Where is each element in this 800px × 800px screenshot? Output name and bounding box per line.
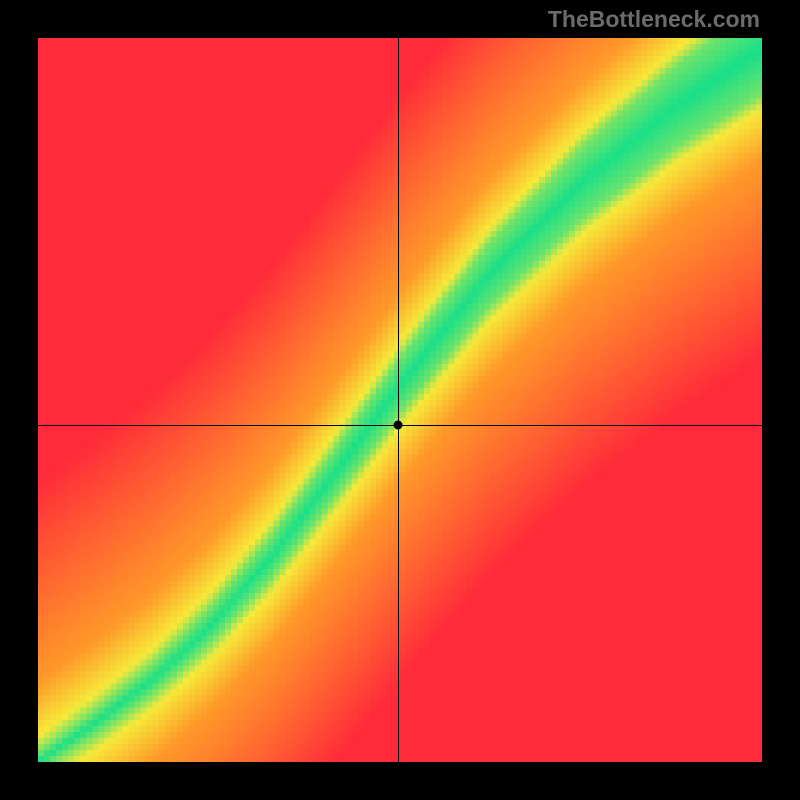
crosshair-vertical <box>398 38 399 762</box>
plot-area <box>38 38 762 762</box>
bottleneck-heatmap <box>38 38 762 762</box>
crosshair-dot <box>393 421 402 430</box>
chart-frame: TheBottleneck.com <box>0 0 800 800</box>
watermark-text: TheBottleneck.com <box>548 6 760 33</box>
